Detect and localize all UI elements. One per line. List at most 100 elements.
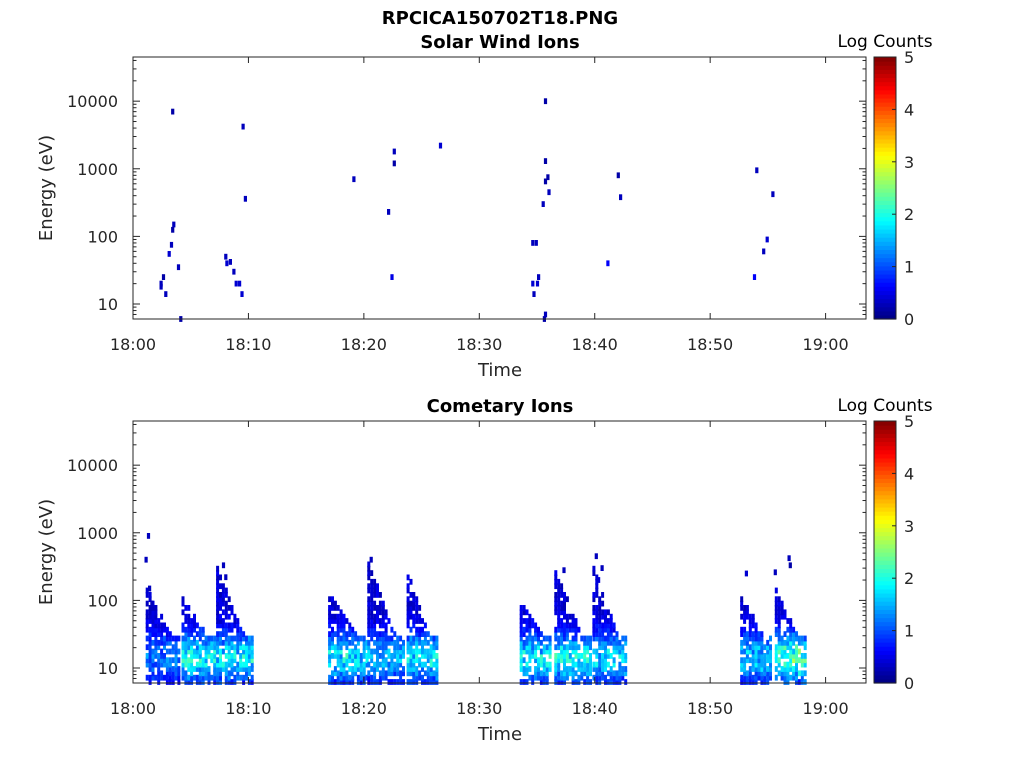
heatmap-cell <box>612 661 616 668</box>
heatmap-cell <box>328 653 332 659</box>
heatmap-cell <box>598 661 602 668</box>
heatmap-cell <box>519 635 523 642</box>
heatmap-cell <box>219 596 222 603</box>
heatmap-cell <box>367 644 371 651</box>
heatmap-cell <box>367 674 371 681</box>
heatmap-cell <box>230 670 234 677</box>
heatmap-cell <box>245 653 248 659</box>
heatmap-cell <box>171 674 175 681</box>
heatmap-cell <box>624 679 628 685</box>
heatmap-cell <box>789 644 793 651</box>
heatmap-cell <box>786 674 790 681</box>
heatmap-cell <box>245 639 248 646</box>
heatmap-cell <box>612 622 616 629</box>
colorbar-segment <box>874 527 896 533</box>
heatmap-cell <box>592 605 596 611</box>
colorbar-segment <box>874 457 896 463</box>
heatmap-cell <box>577 653 581 659</box>
colorbar-segment <box>874 93 896 99</box>
x-tick-label: 18:40 <box>572 699 618 718</box>
heatmap-cell <box>381 670 385 677</box>
heatmap-cell <box>788 562 792 569</box>
colorbar-segment <box>874 163 896 169</box>
heatmap-cell <box>606 618 610 624</box>
heatmap-cell <box>154 653 158 659</box>
colorbar-segment <box>874 437 896 443</box>
heatmap-cell <box>151 653 155 659</box>
heatmap-cell <box>227 622 231 629</box>
heatmap-cell <box>154 639 158 646</box>
heatmap-cell <box>774 618 778 624</box>
heatmap-cell <box>396 644 400 651</box>
heatmap-cell <box>336 679 340 685</box>
heatmap-cell <box>387 618 391 624</box>
heatmap-cell <box>370 618 374 624</box>
heatmap-cell <box>190 653 194 659</box>
heatmap-cell <box>216 635 220 642</box>
heatmap-cell <box>165 679 169 685</box>
heatmap-cell <box>242 679 246 685</box>
heatmap-cell <box>774 626 778 633</box>
heatmap-cell <box>159 280 163 287</box>
heatmap-cell <box>216 666 220 672</box>
heatmap-cell <box>525 609 529 616</box>
heatmap-cell <box>760 635 764 642</box>
heatmap-cell <box>563 605 566 611</box>
heatmap-cell <box>760 653 764 659</box>
colorbar-segment <box>874 110 896 115</box>
heatmap-cell <box>328 618 332 624</box>
heatmap-cell <box>541 201 545 207</box>
colorbar-segment <box>874 192 896 197</box>
heatmap-cell <box>242 661 246 668</box>
heatmap-cell <box>525 618 529 624</box>
heatmap-cell <box>207 639 211 646</box>
axes-box <box>132 420 867 684</box>
colorbar-segment <box>874 179 896 185</box>
heatmap-cell <box>525 648 529 655</box>
heatmap-cell <box>157 661 161 668</box>
heatmap-cell <box>604 613 607 620</box>
heatmap-cell <box>359 653 363 659</box>
heatmap-cell <box>615 674 619 681</box>
heatmap-cell <box>239 674 243 681</box>
heatmap-cell <box>399 644 403 651</box>
heatmap-cell <box>542 679 546 685</box>
heatmap-cell <box>224 670 228 677</box>
heatmap-cell <box>339 622 343 629</box>
heatmap-cell <box>754 674 758 681</box>
heatmap-cell <box>163 626 166 633</box>
heatmap-cell <box>803 644 807 651</box>
heatmap-cell <box>247 635 251 642</box>
colorbar-segment <box>874 286 896 291</box>
heatmap-cell <box>221 618 225 624</box>
heatmap-cell <box>181 670 185 677</box>
heatmap-cell <box>216 583 220 590</box>
heatmap-cell <box>783 661 787 668</box>
heatmap-cell <box>168 666 172 672</box>
heatmap-cell <box>601 600 605 607</box>
heatmap-cell <box>754 666 758 672</box>
heatmap-cell <box>331 631 334 637</box>
heatmap-cell <box>580 674 584 681</box>
heatmap-cell <box>592 592 596 598</box>
heatmap-cell <box>160 635 164 642</box>
heatmap-cell <box>378 609 382 616</box>
heatmap-cell <box>554 635 558 642</box>
heatmap-cell <box>418 674 422 681</box>
heatmap-cell <box>595 661 599 668</box>
colorbar-segment <box>874 449 896 455</box>
heatmap-cell <box>412 661 416 668</box>
colorbar-segment <box>874 294 896 300</box>
heatmap-cell <box>409 653 413 659</box>
heatmap-cell <box>221 600 225 607</box>
heatmap-cell <box>247 679 251 685</box>
heatmap-cell <box>230 679 234 685</box>
heatmap-cell <box>151 631 155 637</box>
x-tick-label: 18:50 <box>687 335 733 354</box>
heatmap-cell <box>592 596 596 603</box>
heatmap-cell <box>154 618 158 624</box>
heatmap-cell <box>565 618 569 624</box>
heatmap-cell <box>354 648 358 655</box>
heatmap-cell <box>181 635 185 642</box>
heatmap-cell <box>412 605 416 611</box>
